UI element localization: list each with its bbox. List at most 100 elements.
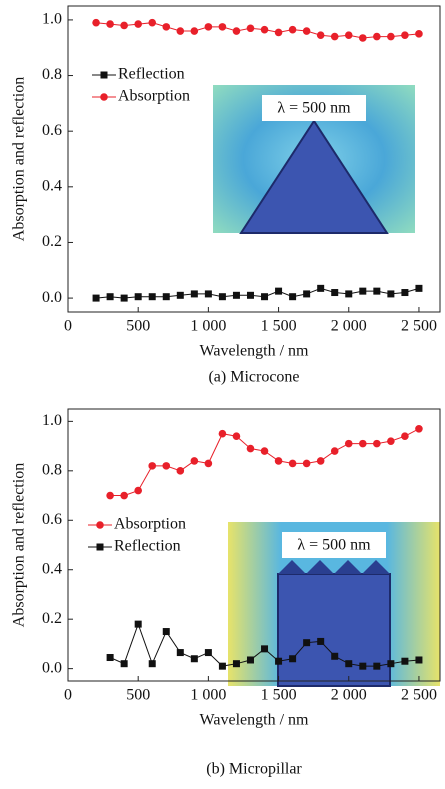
data-point	[176, 467, 185, 475]
data-point	[204, 290, 212, 298]
data-point	[120, 491, 128, 500]
data-point	[288, 25, 297, 34]
y-tick-label: 0.2	[42, 233, 62, 250]
caption: (b) Micropillar	[206, 761, 302, 778]
data-point	[190, 27, 199, 35]
x-tick-label: 1 000	[190, 687, 226, 704]
data-point	[358, 439, 367, 448]
data-point	[415, 656, 423, 664]
data-point	[261, 293, 269, 301]
legend-marker	[96, 521, 104, 529]
data-point	[148, 660, 156, 668]
data-point	[387, 32, 395, 41]
x-tick-label: 500	[126, 318, 150, 335]
data-point	[204, 23, 213, 31]
data-point	[190, 290, 198, 298]
data-point	[275, 657, 283, 665]
x-tick-label: 0	[64, 687, 72, 704]
x-tick-label: 500	[126, 687, 150, 704]
data-point	[134, 20, 142, 28]
data-point	[232, 432, 241, 441]
x-tick-label: 2 500	[401, 687, 437, 704]
data-point	[106, 491, 114, 500]
data-point	[148, 18, 157, 27]
data-point	[387, 290, 395, 298]
data-point	[415, 30, 423, 38]
x-tick-label: 2 000	[331, 318, 367, 335]
data-point	[148, 293, 156, 301]
data-point	[401, 289, 409, 297]
inset-label-bg	[282, 532, 386, 558]
data-point	[134, 293, 142, 301]
legend-marker	[100, 71, 108, 79]
y-tick-label: 0.4	[42, 560, 62, 577]
y-tick-label: 0.6	[42, 122, 62, 139]
data-point	[373, 32, 381, 41]
y-axis-title: Absorption and reflection	[11, 77, 28, 241]
x-axis-title: Wavelength / nm	[200, 712, 309, 729]
series-line	[110, 428, 420, 497]
data-point	[316, 31, 325, 40]
data-point	[106, 20, 114, 28]
data-point	[232, 660, 240, 668]
series-line	[96, 22, 419, 39]
data-point	[373, 662, 381, 670]
data-point	[331, 652, 339, 660]
data-point	[246, 291, 254, 299]
data-point	[176, 27, 185, 35]
data-point	[148, 462, 157, 470]
data-point	[218, 23, 227, 31]
inset-structure	[239, 119, 389, 234]
data-point	[176, 649, 184, 657]
legend-marker	[96, 543, 104, 551]
x-tick-label: 2 000	[331, 687, 367, 704]
x-axis-title: Wavelength / nm	[200, 343, 309, 360]
data-point	[303, 639, 311, 647]
data-point	[401, 657, 409, 665]
data-point	[190, 655, 198, 663]
data-point	[345, 290, 353, 298]
y-tick-label: 1.0	[42, 11, 62, 28]
x-tick-label: 1 500	[261, 318, 297, 335]
data-point	[415, 424, 423, 433]
data-point	[387, 660, 395, 668]
y-tick-label: 0.2	[42, 610, 62, 627]
inset-label: λ = 500 nm	[277, 100, 351, 117]
data-point	[274, 457, 283, 465]
data-point	[331, 289, 339, 297]
data-point	[288, 459, 297, 468]
plot-frame	[67, 408, 441, 682]
data-point	[401, 31, 409, 40]
legend-marker	[100, 93, 108, 101]
data-point	[303, 290, 311, 298]
data-point	[92, 294, 100, 302]
data-point	[162, 462, 171, 470]
y-tick-label: 0.6	[42, 511, 62, 528]
data-point	[260, 25, 269, 34]
inset-label-bg	[262, 95, 366, 121]
data-point	[162, 628, 170, 636]
inset-label: λ = 500 nm	[297, 537, 371, 554]
data-point	[358, 34, 367, 42]
data-point	[162, 23, 171, 31]
data-point	[344, 439, 353, 448]
data-point	[317, 284, 325, 292]
data-point	[359, 662, 367, 670]
y-tick-label: 0.8	[42, 66, 62, 83]
data-point	[260, 447, 269, 455]
legend-label: Reflection	[114, 538, 181, 555]
caption: (a) Microcone	[208, 369, 299, 386]
inset-structure-top	[278, 560, 390, 574]
data-point	[106, 293, 114, 301]
data-point	[302, 459, 311, 468]
data-point	[218, 293, 226, 301]
x-tick-label: 1 500	[261, 687, 297, 704]
data-point	[359, 287, 367, 295]
legend-label: Reflection	[118, 66, 185, 83]
x-tick-label: 1 000	[190, 318, 226, 335]
chart: λ = 500 nm 0.0 0.2 0.4 0.6 0.8 1.0 0 500 1 000 1 5…	[11, 5, 441, 386]
data-point	[204, 459, 213, 468]
data-point	[246, 24, 255, 33]
x-tick-label: 2 500	[401, 318, 437, 335]
